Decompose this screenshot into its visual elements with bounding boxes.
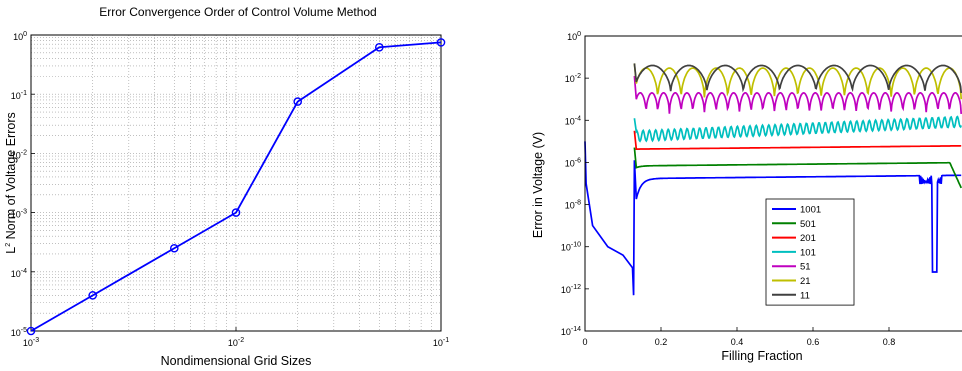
left-data-point	[374, 42, 384, 52]
right-series-line-1001	[584, 141, 962, 296]
left-y-tick-label-base: 10	[11, 150, 21, 160]
right-series-line-21	[633, 63, 962, 100]
left-series-line	[30, 41, 442, 332]
left-x-axis-label: Nondimensional Grid Sizes	[161, 354, 312, 368]
left-y-tick-label-exp: -2	[21, 149, 27, 156]
left-y-tick-label-exp: -3	[21, 209, 27, 216]
left-x-tick-label: 10-2	[228, 337, 244, 348]
right-legend-label: 101	[800, 247, 816, 258]
left-data-point	[293, 97, 303, 106]
left-y-tick-label-exp: -1	[21, 90, 27, 97]
left-chart: Error Convergence Order of Control Volum…	[4, 5, 449, 368]
left-x-tick-label-exp: -3	[33, 337, 39, 344]
right-series-line-51	[633, 75, 962, 114]
right-y-tick-label-exp: -2	[575, 73, 581, 80]
right-y-tick-label-exp: -4	[575, 115, 581, 122]
right-y-tick-label-exp: -14	[571, 326, 581, 333]
left-y-tick-label-base: 10	[11, 269, 21, 279]
left-y-tick-label-base: 10	[11, 328, 21, 338]
right-y-tick-label: 100	[567, 31, 581, 42]
right-y-tick-label-exp: -8	[575, 200, 581, 207]
right-series	[584, 63, 962, 296]
left-y-tick-label-exp: -5	[21, 327, 27, 334]
right-y-tick-label-base: 10	[561, 285, 571, 295]
left-grid	[31, 35, 441, 331]
left-y-tick-label: 10-2	[11, 149, 27, 160]
right-y-tick-label-base: 10	[561, 243, 571, 253]
right-legend-label: 21	[800, 276, 811, 287]
right-series-line-11	[633, 63, 962, 93]
left-y-tick-label-exp: 0	[23, 31, 27, 38]
left-data-point	[436, 38, 446, 47]
left-y-axis-label-rest: Norm of Voltage Errors	[4, 112, 18, 243]
right-x-tick-label: 0	[582, 337, 587, 347]
right-y-axis-label: Error in Voltage (V)	[531, 132, 545, 238]
left-x-tick-label-exp: -2	[238, 337, 244, 344]
left-series	[26, 38, 446, 336]
right-chart: 0 0.2 0.4 0.6 0.8 10010-210-410-610-810-1010…	[531, 31, 962, 363]
right-y-tick-label: 10-6	[565, 157, 581, 168]
left-x-tick-label-exp: -1	[443, 337, 449, 344]
right-y-tick-label-exp: -10	[571, 242, 581, 249]
left-x-tick-label-base: 10	[23, 338, 33, 348]
left-y-tick-label: 10-1	[11, 90, 27, 101]
left-y-tick-label: 100	[13, 31, 27, 42]
left-data-point	[26, 326, 36, 336]
right-x-axis-label: Filling Fraction	[721, 349, 802, 363]
left-x-tick-label-base: 10	[228, 338, 238, 348]
left-y-axis-label: L2 Norm of Voltage Errors	[4, 112, 18, 253]
left-x-tick-label: 10-1	[433, 337, 449, 348]
left-y-tick-label: 10-4	[11, 268, 27, 279]
right-series-line-101	[633, 115, 962, 143]
left-data-point	[88, 291, 98, 300]
right-legend-label: 501	[800, 219, 816, 230]
right-x-tick-label: 0.6	[807, 337, 820, 347]
right-y-tick-label-base: 10	[565, 74, 575, 84]
left-y-tick-label-exp: -4	[21, 268, 27, 275]
left-y-axis-label-sup: 2	[5, 243, 12, 247]
right-y-tick-label-base: 10	[561, 327, 571, 337]
right-x-tick-label: 0.8	[883, 337, 896, 347]
left-y-tick-label-base: 10	[11, 210, 21, 220]
right-y-tick-label-exp: -12	[571, 284, 581, 291]
right-y-tick-label-base: 10	[567, 32, 577, 42]
left-y-axis-label-prefix: L	[4, 247, 18, 254]
left-data-point	[231, 208, 241, 217]
right-y-tick-label: 10-2	[565, 73, 581, 84]
left-y-tick-label-base: 10	[11, 91, 21, 101]
right-y-tick-label: 10-10	[561, 242, 581, 253]
right-y-tick-label-base: 10	[565, 201, 575, 211]
right-series-line-501	[633, 147, 962, 189]
right-legend-label: 201	[800, 233, 816, 244]
right-x-tick-label: 0.4	[731, 337, 744, 347]
right-series-line-201	[633, 130, 962, 150]
right-x-tick-label: 0.2	[655, 337, 668, 347]
right-x-ticks: 0 0.2 0.4 0.6 0.8	[582, 327, 895, 347]
left-x-tick-label: 10-3	[23, 337, 39, 348]
right-y-tick-label-base: 10	[565, 158, 575, 168]
right-y-tick-label-exp: 0	[577, 31, 581, 38]
right-y-tick-label: 10-12	[561, 284, 581, 295]
right-plot-frame	[584, 35, 962, 332]
right-y-tick-label: 10-4	[565, 115, 581, 126]
left-data-point	[169, 243, 179, 253]
left-y-tick-label: 10-3	[11, 209, 27, 220]
right-legend-label: 51	[800, 262, 811, 273]
left-x-tick-label-base: 10	[433, 338, 443, 348]
right-y-tick-label: 10-14	[561, 326, 581, 337]
right-y-tick-label-base: 10	[565, 116, 575, 126]
left-y-tick-label: 10-5	[11, 327, 27, 338]
right-legend-label: 1001	[800, 205, 821, 216]
left-chart-title: Error Convergence Order of Control Volum…	[99, 5, 376, 19]
left-x-ticks: 10-3 10-2 10-1	[23, 327, 449, 348]
right-legend: 1001 501 201 101 51 21 11	[765, 198, 855, 306]
left-y-tick-label-base: 10	[13, 32, 23, 42]
right-legend-label: 11	[800, 290, 810, 301]
right-y-tick-label-exp: -6	[575, 157, 581, 164]
right-y-tick-label: 10-8	[565, 200, 581, 211]
